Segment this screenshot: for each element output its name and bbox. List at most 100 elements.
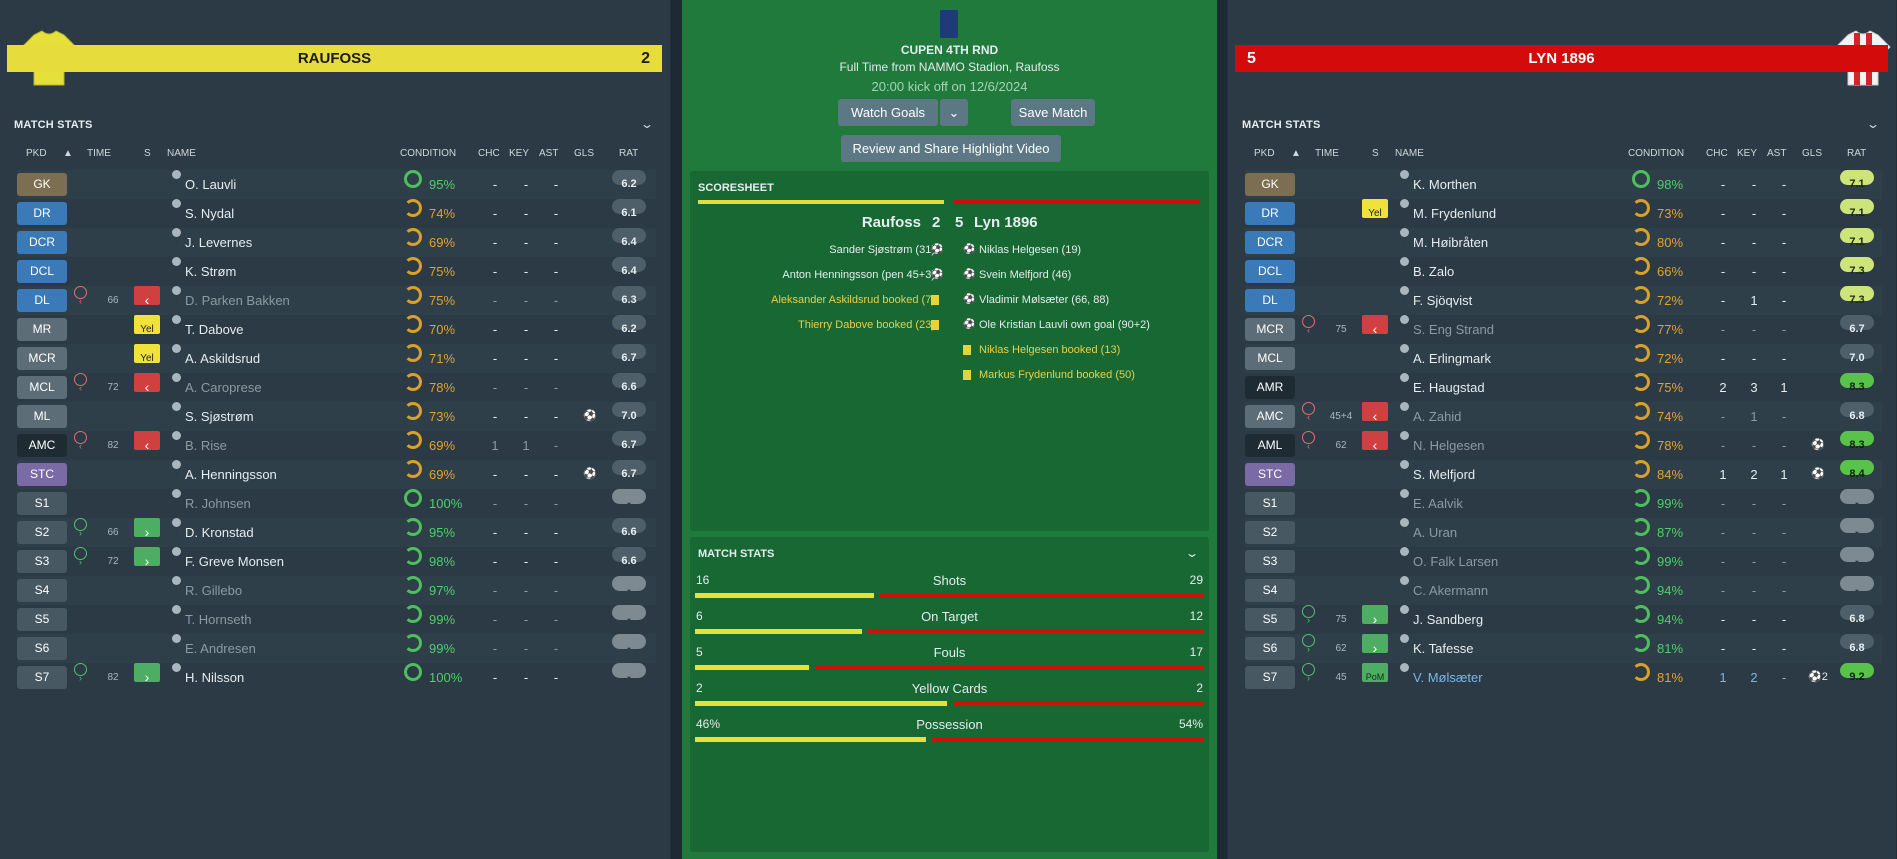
player-name[interactable]: S. Eng Strand: [1413, 322, 1494, 337]
info-icon[interactable]: i: [172, 344, 181, 362]
col-name[interactable]: NAME: [1395, 148, 1424, 159]
player-name[interactable]: H. Nilsson: [185, 670, 245, 685]
player-name[interactable]: E. Haugstad: [1413, 380, 1485, 395]
chevron-down-icon[interactable]: ⌄: [1184, 546, 1200, 560]
player-row[interactable]: S7 › 82 › i H. Nilsson 100% - - - -: [17, 663, 656, 692]
info-icon[interactable]: i: [172, 489, 181, 507]
col-gls[interactable]: GLS: [1802, 148, 1823, 159]
player-name[interactable]: M. Frydenlund: [1413, 206, 1497, 221]
info-icon[interactable]: i: [1400, 460, 1409, 478]
info-icon[interactable]: i: [172, 170, 181, 188]
player-row[interactable]: S2 › 66 › i D. Kronstad 95% - - - 6.6: [17, 518, 656, 547]
col-name[interactable]: NAME: [167, 148, 196, 159]
player-name[interactable]: R. Gillebo: [185, 583, 243, 598]
col-time[interactable]: TIME: [87, 148, 111, 159]
player-name[interactable]: D. Parken Bakken: [185, 293, 290, 308]
info-icon[interactable]: i: [172, 228, 181, 246]
player-row[interactable]: AMC ‹ 82 ‹ i B. Rise 69% 1 1 - 6.7: [17, 431, 656, 460]
player-row[interactable]: S1 i R. Johnsen 100% - - - -: [17, 489, 656, 518]
info-icon[interactable]: i: [172, 315, 181, 333]
info-icon[interactable]: i: [1400, 634, 1409, 652]
col-pkd[interactable]: PKD: [26, 148, 47, 159]
player-row[interactable]: ML i S. Sjøstrøm 73% - - - ⚽ 7.0: [17, 402, 656, 431]
player-row[interactable]: DR Yel i M. Frydenlund 73% - - - 7.1: [1245, 199, 1882, 228]
player-name[interactable]: O. Lauvli: [185, 177, 237, 192]
player-row[interactable]: STC i S. Melfjord 84% 1 2 1 ⚽ 8.4: [1245, 460, 1882, 489]
player-name[interactable]: B. Zalo: [1413, 264, 1455, 279]
info-icon[interactable]: i: [1400, 228, 1409, 246]
player-name[interactable]: F. Greve Monsen: [185, 554, 284, 569]
info-icon[interactable]: i: [172, 199, 181, 217]
info-icon[interactable]: i: [1400, 576, 1409, 594]
col-ast[interactable]: AST: [539, 148, 559, 159]
info-icon[interactable]: i: [1400, 489, 1409, 507]
info-icon[interactable]: i: [172, 518, 181, 536]
player-name[interactable]: S. Nydal: [185, 206, 235, 221]
player-name[interactable]: E. Aalvik: [1413, 496, 1463, 511]
col-key[interactable]: KEY: [1737, 148, 1758, 159]
col-ast[interactable]: AST: [1767, 148, 1787, 159]
col-condition[interactable]: CONDITION: [1628, 148, 1685, 159]
info-icon[interactable]: i: [172, 576, 181, 594]
player-name[interactable]: T. Hornseth: [185, 612, 252, 627]
info-icon[interactable]: i: [1400, 663, 1409, 681]
watch-goals-button[interactable]: Watch Goals: [838, 99, 938, 126]
info-icon[interactable]: i: [1400, 286, 1409, 304]
player-name[interactable]: A. Henningsson: [185, 467, 277, 482]
player-row[interactable]: AMR i E. Haugstad 75% 2 3 1 8.3: [1245, 373, 1882, 402]
player-row[interactable]: STC i A. Henningsson 69% - - - ⚽ 6.7: [17, 460, 656, 489]
info-icon[interactable]: i: [172, 286, 181, 304]
player-row[interactable]: S1 i E. Aalvik 99% - - - -: [1245, 489, 1882, 518]
player-name[interactable]: S. Sjøstrøm: [185, 409, 254, 424]
col-rat[interactable]: RAT: [1847, 148, 1867, 159]
info-icon[interactable]: i: [1400, 373, 1409, 391]
player-name[interactable]: A. Zahid: [1413, 409, 1462, 424]
player-name[interactable]: N. Helgesen: [1413, 438, 1485, 453]
review-highlight-button[interactable]: Review and Share Highlight Video: [841, 135, 1061, 162]
info-icon[interactable]: i: [172, 402, 181, 420]
col-chc[interactable]: CHC: [478, 148, 500, 159]
player-row[interactable]: S2 i A. Uran 87% - - - -: [1245, 518, 1882, 547]
info-icon[interactable]: i: [172, 431, 181, 449]
player-name[interactable]: S. Melfjord: [1413, 467, 1476, 482]
col-time[interactable]: TIME: [1315, 148, 1339, 159]
player-name[interactable]: R. Johnsen: [185, 496, 251, 511]
player-row[interactable]: GK i O. Lauvli 95% - - - 6.2: [17, 170, 656, 199]
save-match-button[interactable]: Save Match: [1011, 99, 1095, 126]
player-row[interactable]: AMC ‹ 45+4 ‹ i A. Zahid 74% - 1 - 6.8: [1245, 402, 1882, 431]
player-row[interactable]: S5 › 75 › i J. Sandberg 94% - - - 6.8: [1245, 605, 1882, 634]
player-row[interactable]: S7 › 45 PoM i V. Mølsæter 81% 1 2 - ⚽2 9.2: [1245, 663, 1882, 692]
info-icon[interactable]: i: [1400, 170, 1409, 188]
player-name[interactable]: A. Uran: [1413, 525, 1458, 540]
info-icon[interactable]: i: [172, 373, 181, 391]
player-row[interactable]: DL ‹ 66 ‹ i D. Parken Bakken 75% - - - 6.3: [17, 286, 656, 315]
col-key[interactable]: KEY: [509, 148, 530, 159]
col-chc[interactable]: CHC: [1706, 148, 1728, 159]
player-name[interactable]: K. Tafesse: [1413, 641, 1474, 656]
player-name[interactable]: A. Erlingmark: [1413, 351, 1492, 366]
info-icon[interactable]: i: [172, 663, 181, 681]
player-name[interactable]: T. Dabove: [185, 322, 244, 337]
player-row[interactable]: MR Yel i T. Dabove 70% - - - 6.2: [17, 315, 656, 344]
player-name[interactable]: K. Morthen: [1413, 177, 1477, 192]
info-icon[interactable]: i: [1400, 518, 1409, 536]
player-row[interactable]: DCL i K. Strøm 75% - - - 6.4: [17, 257, 656, 286]
player-row[interactable]: S3 i O. Falk Larsen 99% - - - -: [1245, 547, 1882, 576]
player-name[interactable]: F. Sjöqvist: [1413, 293, 1473, 308]
watch-goals-dropdown[interactable]: ⌄: [940, 99, 968, 126]
player-row[interactable]: DCR i M. Høibråten 80% - - - 7.1: [1245, 228, 1882, 257]
info-icon[interactable]: i: [1400, 547, 1409, 565]
info-icon[interactable]: i: [1400, 315, 1409, 333]
player-row[interactable]: S4 i C. Akermann 94% - - - -: [1245, 576, 1882, 605]
player-name[interactable]: V. Mølsæter: [1413, 670, 1483, 685]
info-icon[interactable]: i: [172, 605, 181, 623]
info-icon[interactable]: i: [1400, 431, 1409, 449]
player-row[interactable]: DCL i B. Zalo 66% - - - 7.3: [1245, 257, 1882, 286]
info-icon[interactable]: i: [172, 460, 181, 478]
player-row[interactable]: MCR ‹ 75 ‹ i S. Eng Strand 77% - - - 6.7: [1245, 315, 1882, 344]
player-name[interactable]: J. Sandberg: [1413, 612, 1484, 627]
player-row[interactable]: MCL ‹ 72 ‹ i A. Caroprese 78% - - - 6.6: [17, 373, 656, 402]
player-row[interactable]: S6 › 62 › i K. Tafesse 81% - - - 6.8: [1245, 634, 1882, 663]
player-row[interactable]: DCR i J. Levernes 69% - - - 6.4: [17, 228, 656, 257]
player-name[interactable]: D. Kronstad: [185, 525, 254, 540]
